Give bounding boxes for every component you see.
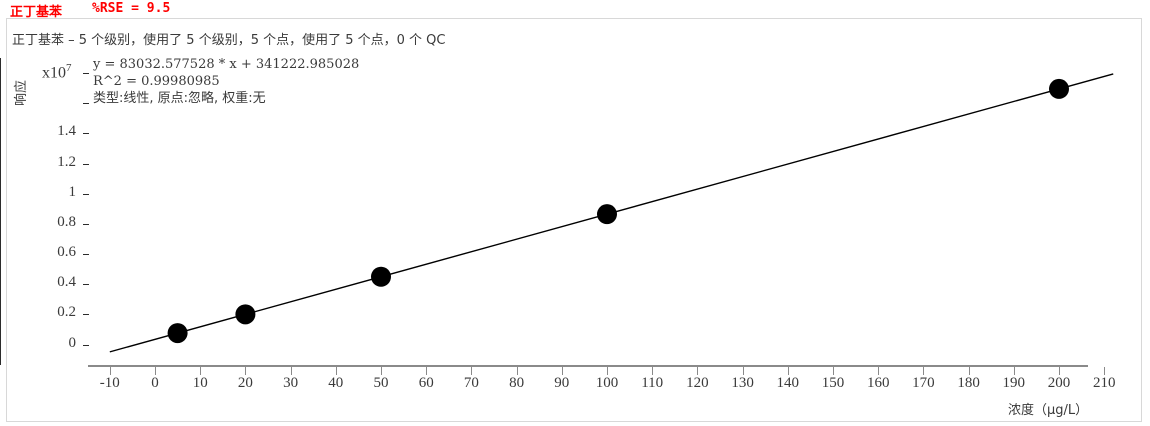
y-axis-line	[0, 58, 1, 365]
y-tick-label: 0.6	[57, 244, 76, 261]
x-tick	[1104, 367, 1106, 375]
x-tick	[335, 367, 337, 375]
y-tick	[83, 73, 89, 75]
y-tick	[83, 103, 89, 105]
x-tick-label: 120	[686, 375, 709, 391]
x-tick-label: 80	[509, 375, 525, 391]
x-tick-label: 50	[373, 375, 389, 391]
x-tick	[109, 367, 111, 375]
x-tick-label: 130	[731, 375, 754, 391]
x-tick	[652, 367, 654, 375]
x-tick	[968, 367, 970, 375]
x-tick-label: -10	[99, 375, 120, 391]
x-tick	[516, 367, 518, 375]
y-tick	[83, 314, 89, 316]
calibration-point[interactable]	[167, 323, 188, 344]
y-tick	[83, 284, 89, 286]
x-tick-label: 40	[328, 375, 344, 391]
y-tick-label: 1.4	[57, 123, 76, 140]
x-tick	[200, 367, 202, 375]
regression-equation: y = 83032.577528 * x + 341222.985028	[93, 57, 360, 72]
plot-panel	[6, 18, 1142, 422]
x-tick	[471, 367, 473, 375]
calibration-summary-text: 正丁基苯 – 5 个级别，使用了 5 个级别，5 个点，使用了 5 个点，0 个…	[12, 33, 446, 48]
x-tick	[381, 367, 382, 375]
x-tick	[426, 367, 428, 375]
y-axis-exponent: x107	[42, 62, 72, 82]
x-tick	[290, 367, 292, 375]
calibration-point[interactable]	[235, 304, 256, 325]
x-tick-label: 210	[1092, 375, 1116, 391]
x-tick-label: 90	[554, 375, 570, 391]
y-tick	[83, 254, 89, 256]
x-tick	[245, 367, 247, 375]
x-tick-label: 20	[237, 375, 253, 391]
compound-title: 正丁基苯	[10, 5, 63, 20]
y-tick	[83, 223, 89, 225]
x-tick	[833, 367, 834, 375]
y-tick	[83, 163, 89, 165]
x-tick-label: 0	[151, 375, 159, 391]
x-tick-label: 160	[866, 375, 890, 391]
regression-info: y = 83032.577528 * x + 341222.985028 R^2…	[93, 56, 359, 107]
x-tick	[155, 367, 156, 375]
x-tick-label: 150	[821, 375, 845, 391]
y-tick-label: 0.8	[57, 213, 76, 230]
x-axis-title: 浓度（μg/L）	[1008, 403, 1089, 418]
x-tick-label: 60	[418, 375, 434, 391]
x-tick-label: 110	[641, 375, 664, 391]
x-tick-label: 100	[595, 375, 619, 391]
y-tick-label: 0	[68, 334, 77, 351]
x-tick	[787, 367, 789, 375]
x-tick-label: 10	[192, 375, 208, 391]
calibration-point[interactable]	[1049, 78, 1069, 99]
y-axis-exponent-power: 7	[66, 62, 72, 74]
x-tick	[1059, 367, 1060, 375]
x-tick-label: 140	[776, 375, 800, 391]
y-tick	[83, 344, 89, 346]
x-tick	[742, 367, 744, 375]
chart-header: 正丁基苯 %RSE = 9.5	[6, 1, 1144, 20]
calibration-point[interactable]	[597, 204, 617, 225]
x-tick-label: 190	[1002, 375, 1026, 391]
regression-options: 类型:线性, 原点:忽略, 权重:无	[93, 91, 266, 106]
x-tick-label: 170	[912, 375, 935, 391]
x-axis-line	[88, 365, 1088, 367]
y-tick-label: 1.2	[57, 153, 76, 170]
x-tick	[923, 367, 925, 375]
x-tick-label: 30	[283, 375, 299, 391]
x-tick-label: 180	[957, 375, 980, 391]
rse-value: %RSE = 9.5	[92, 1, 171, 16]
x-tick-label: 70	[463, 375, 479, 391]
y-tick	[83, 193, 89, 195]
x-tick	[1013, 367, 1015, 375]
y-tick	[83, 133, 89, 135]
y-tick-label: 0.2	[57, 304, 76, 321]
y-tick-label: 0.4	[57, 274, 76, 291]
x-tick	[561, 367, 563, 375]
x-tick-label: 200	[1047, 375, 1071, 391]
x-tick	[697, 367, 699, 375]
y-tick-label: 1	[68, 183, 77, 200]
y-axis-exponent-base: x10	[42, 64, 66, 82]
x-tick	[878, 367, 880, 375]
x-tick	[607, 367, 608, 375]
calibration-point[interactable]	[371, 266, 391, 287]
regression-r2: R^2 = 0.99980985	[93, 74, 220, 89]
